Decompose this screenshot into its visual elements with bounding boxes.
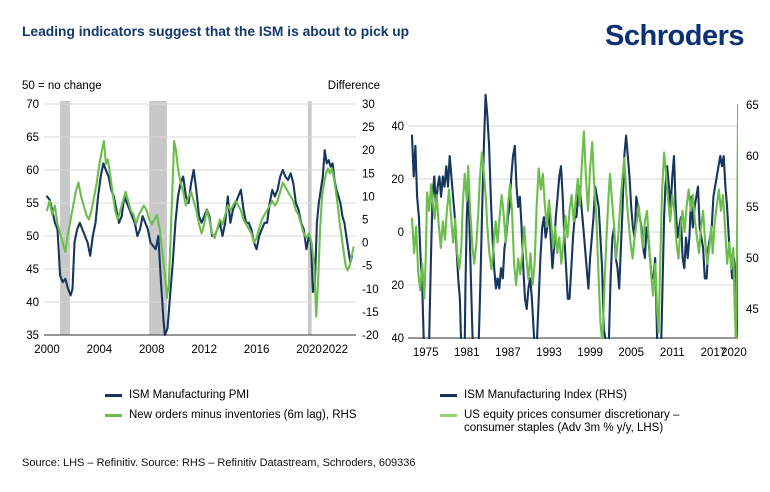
svg-text:50: 50 <box>746 253 759 265</box>
svg-text:5: 5 <box>362 215 368 227</box>
svg-text:0: 0 <box>362 238 368 250</box>
svg-text:-10: -10 <box>362 284 379 296</box>
svg-text:-5: -5 <box>362 261 372 273</box>
schroders-logo: Schroders <box>605 20 744 52</box>
right-chart-legend: ISM Manufacturing Index (RHS) US equity … <box>440 389 740 442</box>
legend-item: ISM Manufacturing PMI <box>105 389 405 402</box>
svg-text:30: 30 <box>362 99 375 111</box>
svg-text:2000: 2000 <box>34 344 60 356</box>
svg-text:60: 60 <box>26 165 39 177</box>
svg-text:2012: 2012 <box>191 344 217 356</box>
legend-label: ISM Manufacturing Index (RHS) <box>464 389 627 401</box>
svg-text:2016: 2016 <box>244 344 270 356</box>
svg-text:-40: -40 <box>392 333 404 345</box>
legend-label: New orders minus inventories (6m lag), R… <box>129 409 357 421</box>
svg-text:-15: -15 <box>362 307 379 319</box>
svg-text:65: 65 <box>746 100 759 112</box>
svg-text:50: 50 <box>26 231 39 243</box>
svg-text:45: 45 <box>26 264 39 276</box>
svg-text:70: 70 <box>26 99 39 111</box>
svg-text:1987: 1987 <box>495 347 521 359</box>
legend-item: US equity prices consumer discretionary … <box>440 409 740 435</box>
svg-text:25: 25 <box>362 122 375 134</box>
svg-text:2004: 2004 <box>87 344 113 356</box>
svg-text:1999: 1999 <box>577 347 603 359</box>
svg-text:2008: 2008 <box>139 344 165 356</box>
right-chart: 40 20 0 -20 -40 65 60 55 50 45 1975 1981 1987 1993 199… <box>392 93 759 359</box>
legend-item: New orders minus inventories (6m lag), R… <box>105 409 405 422</box>
svg-text:2022: 2022 <box>322 344 348 356</box>
svg-text:2020: 2020 <box>721 347 747 359</box>
svg-text:2011: 2011 <box>660 347 685 359</box>
navy-line-swatch <box>440 394 457 397</box>
svg-text:55: 55 <box>746 202 759 214</box>
svg-text:20: 20 <box>362 145 375 157</box>
left-axis-header: 50 = no change <box>22 80 102 92</box>
svg-text:2017: 2017 <box>701 347 727 359</box>
svg-text:40: 40 <box>26 297 39 309</box>
svg-text:1975: 1975 <box>413 347 439 359</box>
left-chart-axis-headers: 50 = no change Difference <box>22 80 380 92</box>
green-line-swatch <box>105 414 122 417</box>
svg-text:-20: -20 <box>392 280 404 292</box>
source-note: Source: LHS – Refinitiv. Source: RHS – R… <box>22 457 416 469</box>
svg-text:45: 45 <box>746 304 759 316</box>
svg-text:55: 55 <box>26 198 39 210</box>
legend-label: ISM Manufacturing PMI <box>129 389 250 401</box>
legend-item: ISM Manufacturing Index (RHS) <box>440 389 740 402</box>
svg-text:15: 15 <box>362 168 375 180</box>
svg-text:40: 40 <box>392 121 404 133</box>
legend-label: US equity prices consumer discretionary … <box>464 409 680 434</box>
left-chart: 7065605550454035302520151050-5-10-15-202… <box>26 99 379 356</box>
svg-text:0: 0 <box>398 227 404 239</box>
svg-text:10: 10 <box>362 191 375 203</box>
svg-text:60: 60 <box>746 151 759 163</box>
page-title: Leading indicators suggest that the ISM … <box>22 24 410 39</box>
svg-text:2005: 2005 <box>618 347 644 359</box>
svg-text:1993: 1993 <box>536 347 562 359</box>
right-axis-header: Difference <box>327 80 380 92</box>
svg-text:20: 20 <box>392 174 404 186</box>
green-line-swatch <box>440 414 457 417</box>
navy-line-swatch <box>105 394 122 397</box>
svg-text:1981: 1981 <box>454 347 480 359</box>
svg-text:65: 65 <box>26 132 39 144</box>
svg-text:35: 35 <box>26 330 39 342</box>
svg-text:-20: -20 <box>362 330 379 342</box>
left-chart-legend: ISM Manufacturing PMI New orders minus i… <box>105 389 405 429</box>
svg-text:2020: 2020 <box>296 344 322 356</box>
